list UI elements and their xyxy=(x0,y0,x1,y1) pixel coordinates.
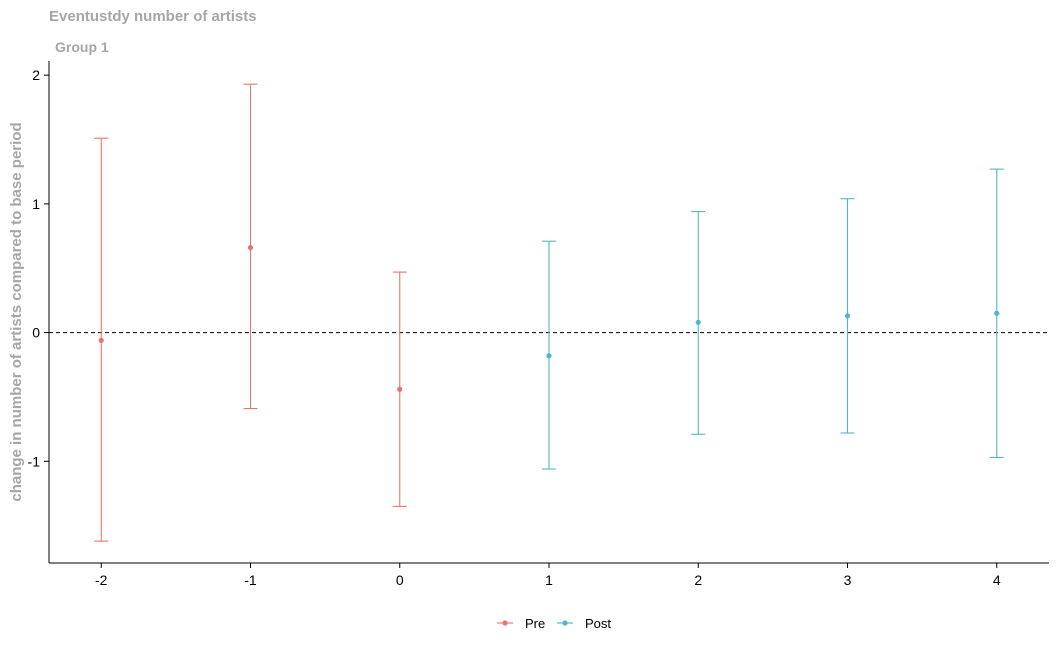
x-tick-label: -1 xyxy=(244,572,257,588)
point-estimate-pre xyxy=(98,337,104,343)
point-estimate-pre xyxy=(247,245,254,251)
legend-label-pre: Pre xyxy=(525,616,545,631)
point-estimate-post xyxy=(844,313,851,319)
error-bars xyxy=(94,83,1004,542)
y-tick-label: 2 xyxy=(32,67,40,83)
x-tick-label: 1 xyxy=(545,572,553,588)
legend-key-point xyxy=(502,620,508,626)
y-tick-label: 0 xyxy=(32,325,40,341)
legend: Pre Post xyxy=(497,616,611,631)
y-tick-label: 1 xyxy=(32,196,40,212)
axis-ticks: -2 -1 0 1 2 3 4 -1 0 1 2 xyxy=(28,67,1001,588)
x-tick-label: 3 xyxy=(844,572,852,588)
x-tick-label: -2 xyxy=(95,572,108,588)
chart-subtitle: Group 1 xyxy=(55,39,109,55)
chart-title: Eventustdy number of artists xyxy=(49,8,257,25)
y-axis-label: change in number of artists compared to … xyxy=(8,122,25,501)
point-estimate-post xyxy=(695,319,701,325)
point-estimate-post xyxy=(994,310,1000,316)
x-tick-label: 2 xyxy=(694,572,702,588)
point-estimate-pre xyxy=(397,386,403,392)
point-estimate-post xyxy=(546,353,552,359)
legend-key-point xyxy=(562,620,568,626)
x-tick-label: 0 xyxy=(396,572,404,588)
legend-label-post: Post xyxy=(585,616,611,631)
x-tick-label: 4 xyxy=(993,572,1001,588)
y-tick-label: -1 xyxy=(28,453,41,469)
